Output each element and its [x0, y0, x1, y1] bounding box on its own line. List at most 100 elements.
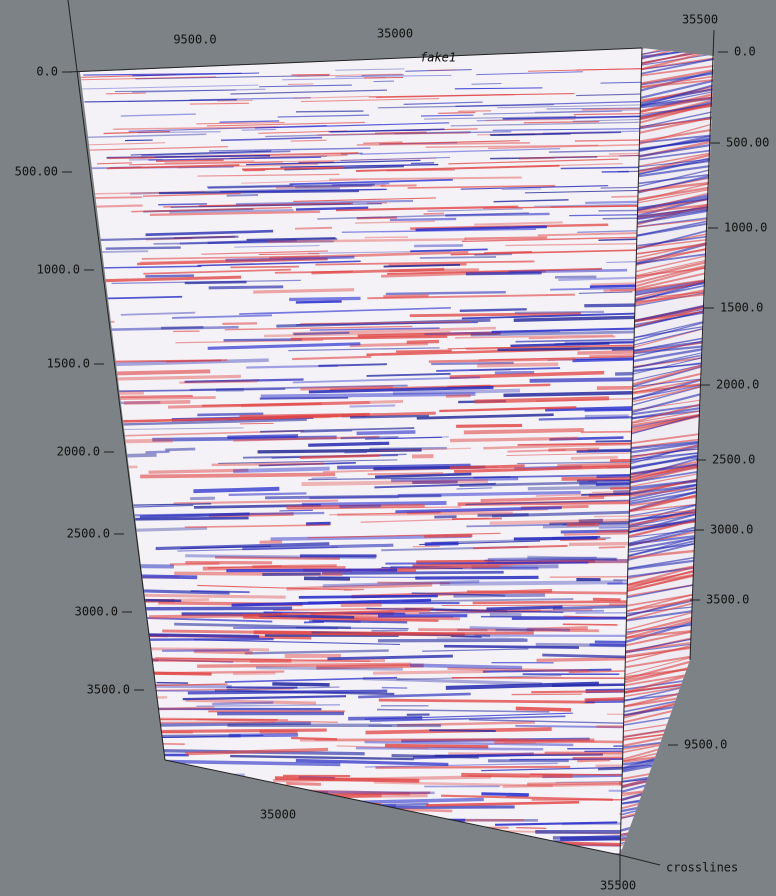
reflector [233, 469, 330, 472]
reflector [188, 691, 387, 693]
reflector [516, 828, 546, 829]
reflector [256, 668, 403, 670]
reflector [339, 506, 380, 507]
reflector [420, 257, 496, 258]
reflector [272, 684, 329, 685]
reflector [337, 513, 513, 515]
reflector [410, 665, 522, 668]
reflector [233, 673, 275, 674]
reflector [165, 449, 195, 450]
reflector [295, 228, 332, 229]
reflector [306, 523, 331, 524]
reflector [106, 248, 181, 249]
tick-label: 0.0 [36, 65, 58, 79]
reflector [162, 650, 249, 651]
reflector [421, 115, 473, 116]
reflector [448, 753, 633, 754]
reflector [537, 659, 628, 661]
reflector [137, 730, 326, 732]
reflector [224, 339, 302, 340]
reflector [312, 478, 337, 479]
reflector [350, 405, 396, 406]
reflector [368, 473, 443, 474]
reflector [252, 566, 336, 567]
reflector [179, 381, 257, 382]
reflector [375, 767, 570, 768]
reflector [260, 398, 348, 399]
seismic-view: 0.0 500.00 1000.0 1500.0 2000.0 2500.0 3000.0 3… [0, 0, 776, 896]
tick-label: 3000.0 [710, 523, 753, 537]
reflector [320, 633, 534, 634]
reflector [275, 272, 353, 273]
tick-label: 9500.0 [173, 33, 216, 47]
reflector [230, 267, 299, 268]
reflector [242, 129, 276, 130]
tick-label: 2000.0 [57, 445, 100, 459]
page: 0.0 500.00 1000.0 1500.0 2000.0 2500.0 3000.0 3… [0, 0, 776, 896]
tick-label: 3000.0 [75, 605, 118, 619]
axis-name: crosslines [666, 861, 738, 875]
reflector [190, 103, 249, 104]
reflector [341, 437, 399, 438]
reflector [145, 276, 194, 277]
reflector [453, 595, 545, 596]
reflector [481, 794, 528, 795]
reflector [262, 574, 320, 575]
reflector [139, 635, 259, 637]
reflector [567, 524, 599, 525]
tick-label: 2500.0 [712, 453, 755, 467]
reflector [470, 370, 511, 371]
reflector [478, 515, 529, 516]
reflector [514, 538, 598, 539]
reflector [299, 596, 438, 597]
reflector [411, 163, 434, 164]
tick-label: 1000.0 [724, 221, 767, 235]
reflector [495, 372, 534, 373]
reflector [585, 416, 629, 417]
tick-label: 1500.0 [720, 301, 763, 315]
reflector [446, 396, 471, 397]
reflector [530, 379, 643, 381]
reflector [106, 93, 146, 94]
reflector [120, 396, 192, 397]
reflector [227, 195, 258, 196]
reflector [593, 599, 621, 600]
reflector [464, 238, 547, 239]
reflector [450, 438, 578, 440]
reflector [471, 84, 501, 85]
tick-label: 500.00 [726, 136, 769, 150]
reflector [308, 443, 389, 445]
reflector [374, 81, 394, 82]
reflector [458, 111, 491, 112]
reflector [424, 536, 472, 537]
reflector [407, 341, 439, 342]
reflector [156, 683, 188, 684]
reflector [124, 402, 190, 403]
reflector [286, 783, 321, 784]
reflector [291, 738, 337, 739]
reflector [153, 708, 215, 710]
reflector [209, 287, 284, 288]
reflector [444, 646, 579, 647]
reflector [477, 364, 558, 365]
reflector [599, 547, 626, 548]
reflector [474, 254, 512, 255]
reflector [222, 323, 257, 324]
reflector [502, 189, 541, 190]
reflector [158, 204, 207, 205]
reflector [296, 111, 363, 112]
reflector [140, 474, 335, 476]
reflector [197, 664, 411, 666]
tick-label: 35500 [682, 13, 718, 27]
reflector [390, 219, 456, 220]
reflector [396, 351, 452, 352]
reflector [414, 245, 463, 246]
reflector [563, 624, 618, 625]
reflector [424, 213, 444, 214]
reflector [516, 708, 571, 710]
reflector [260, 542, 282, 543]
reflector [464, 430, 584, 433]
tick-label: 1500.0 [47, 357, 90, 371]
reflector [530, 774, 625, 775]
reflector [486, 607, 562, 609]
